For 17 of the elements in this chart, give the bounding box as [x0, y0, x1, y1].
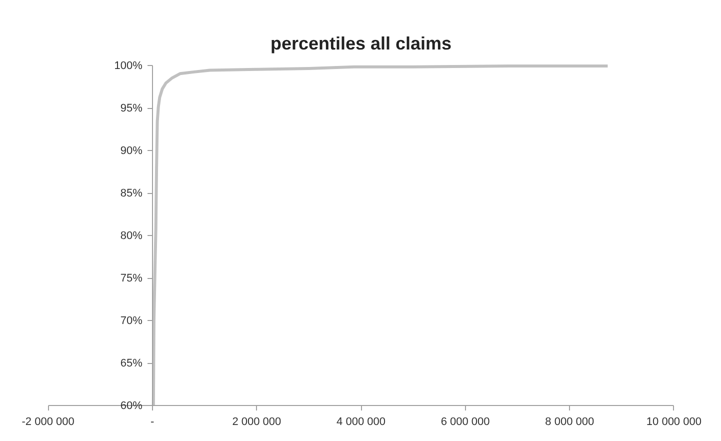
y-tick-label: 75%: [120, 272, 143, 284]
y-tick-label: 85%: [120, 187, 143, 200]
y-tick-label: 95%: [120, 102, 143, 114]
x-tick-label: 6 000 000: [440, 416, 490, 428]
y-tick-label: 90%: [120, 144, 143, 157]
x-tick-label: 10 000 000: [646, 416, 702, 428]
y-tick-label: 70%: [120, 314, 143, 327]
x-tick-label: 2 000 000: [232, 416, 282, 428]
y-tick-label: 65%: [120, 357, 143, 370]
y-tick-label: 100%: [114, 60, 143, 72]
y-tick-label: 80%: [120, 230, 143, 242]
chart-title: percentiles all claims: [270, 34, 452, 54]
x-tick-label: -2 000 000: [22, 416, 74, 428]
x-tick-label: -: [150, 416, 155, 428]
y-tick-label: 60%: [120, 400, 143, 412]
x-tick-label: 8 000 000: [545, 416, 594, 428]
x-tick-label: 4 000 000: [336, 416, 386, 428]
